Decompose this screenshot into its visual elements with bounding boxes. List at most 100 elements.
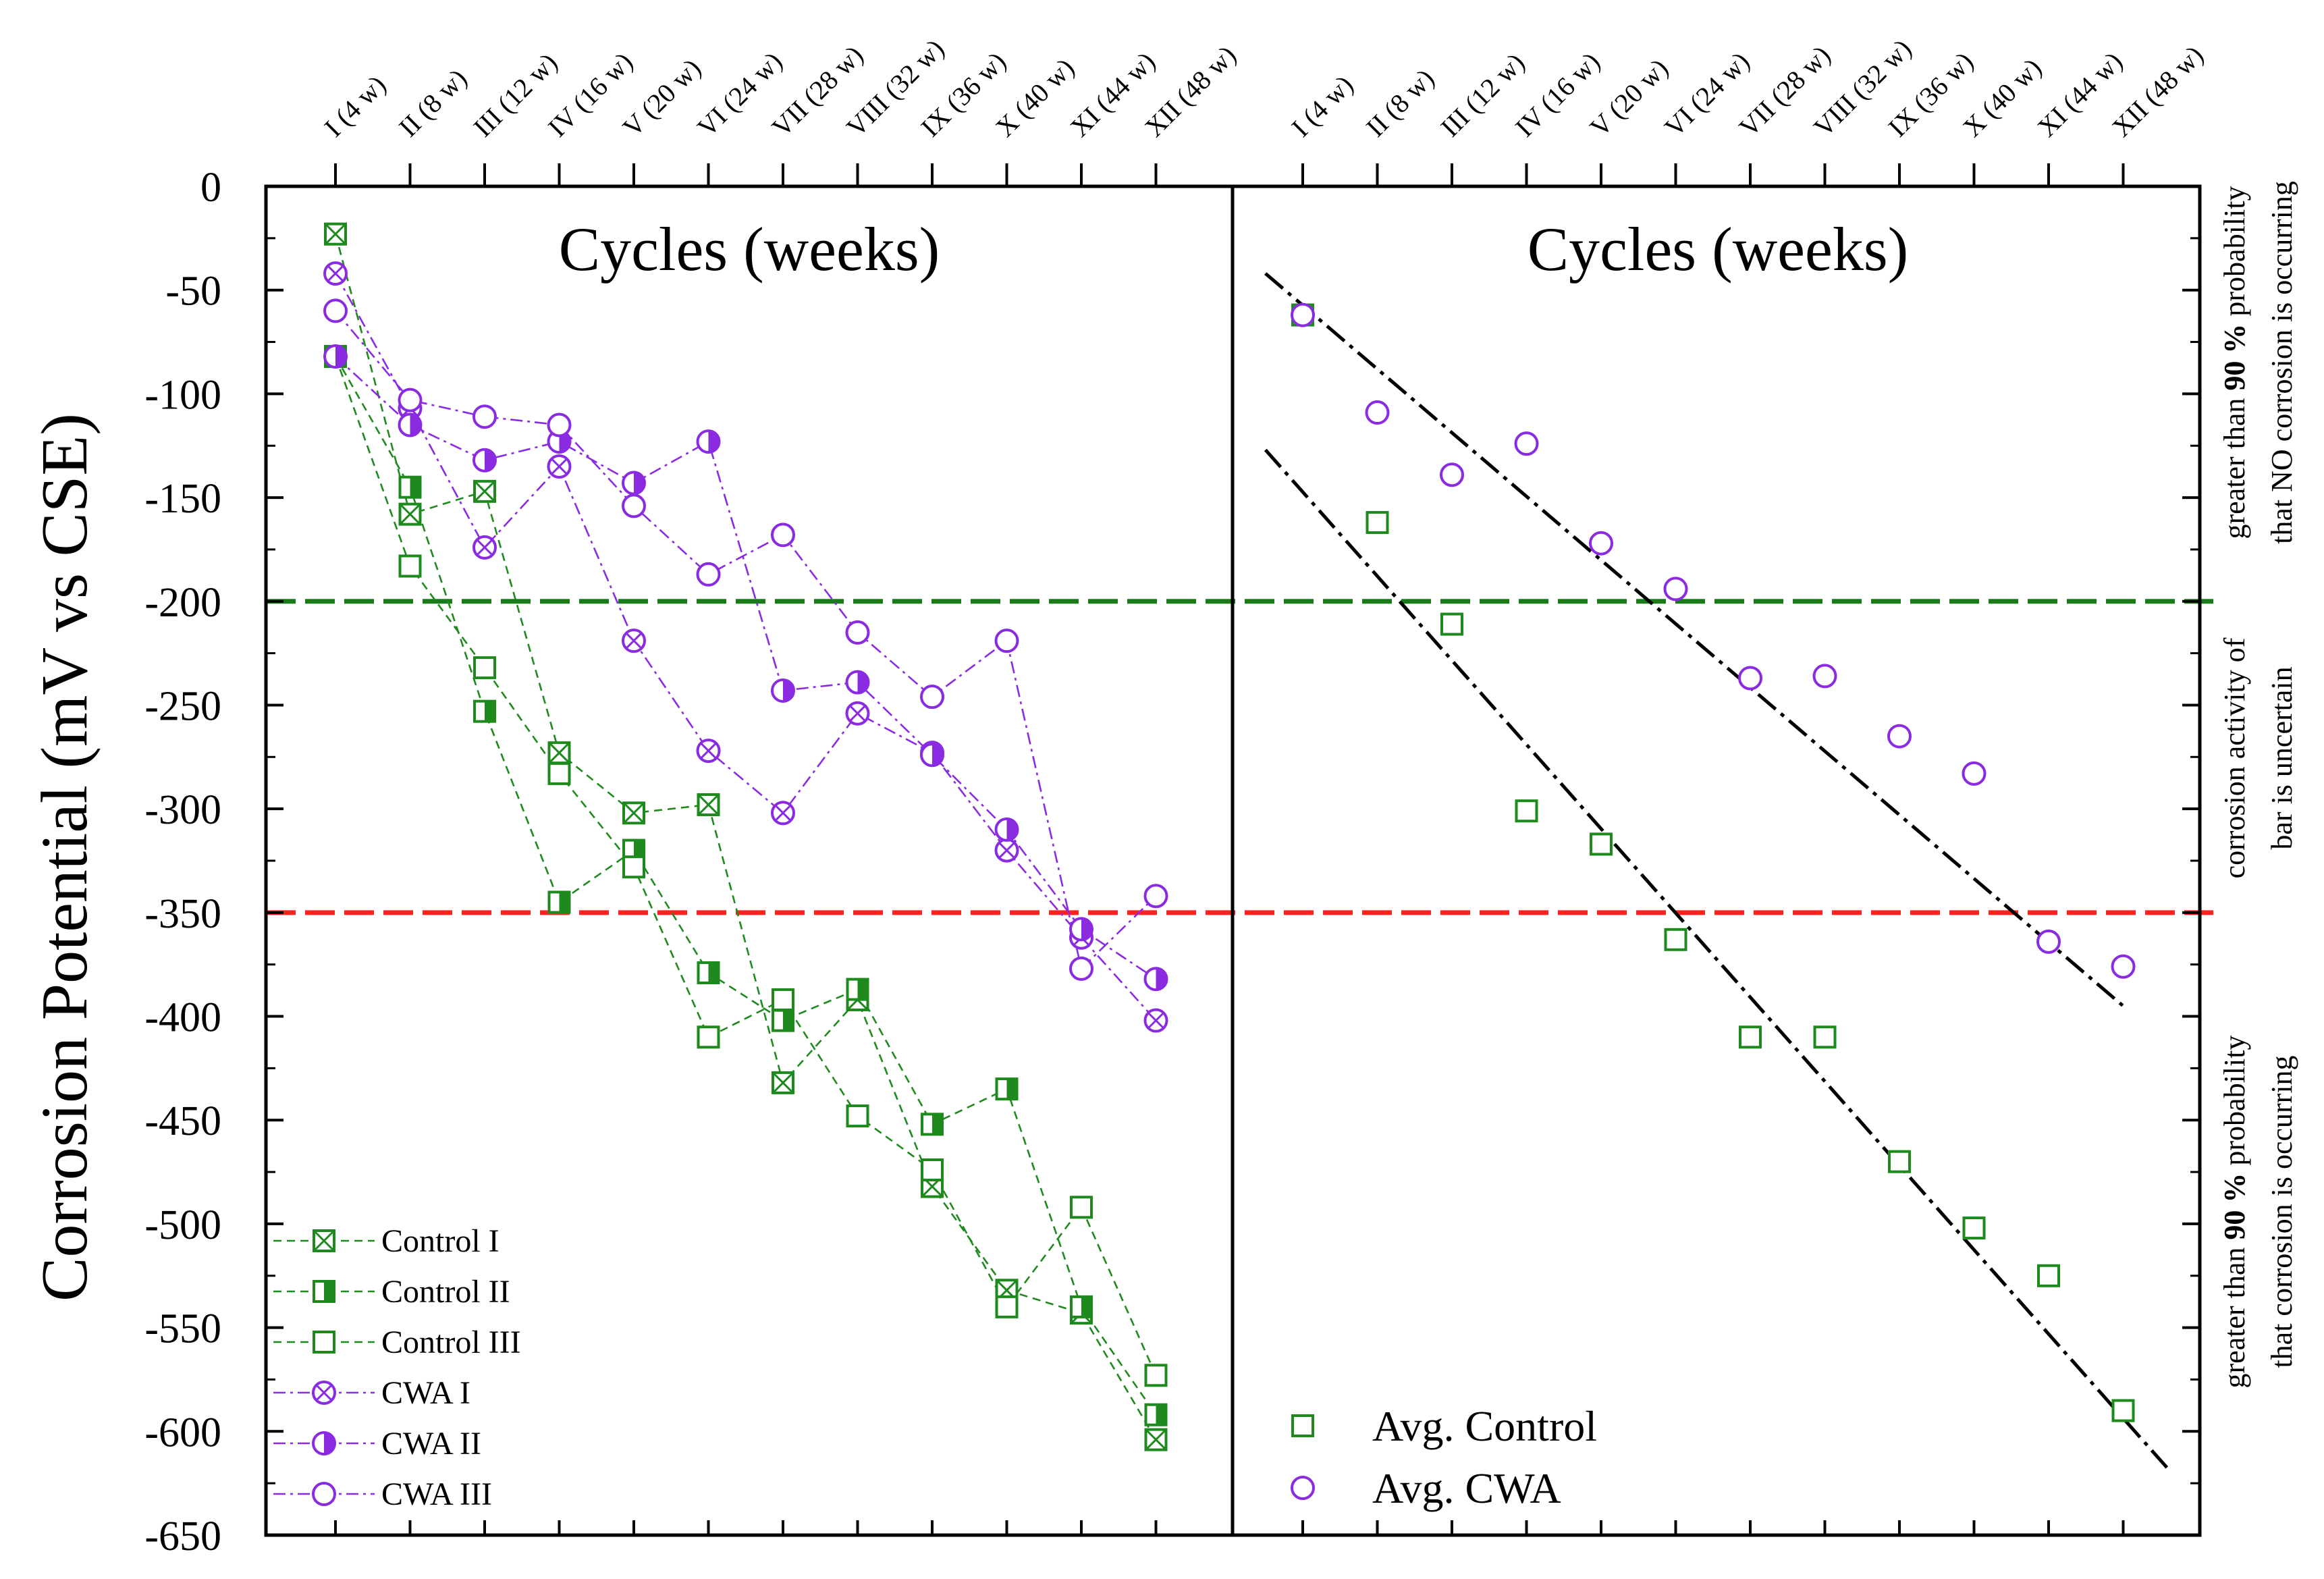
right-panel-title: Cycles (weeks) [1528, 215, 1909, 284]
point-avg-control-10 [1962, 1216, 1986, 1240]
point-avg-cwa-1 [1291, 302, 1315, 327]
legend-marker-control-ii [313, 1280, 335, 1303]
zone-middle-line-2: bar is uncertain [2265, 666, 2298, 849]
point-control-i-4 [547, 741, 571, 765]
point-cwa-iii-11 [1069, 956, 1093, 981]
point-control-iii-9 [921, 1158, 944, 1182]
marker-fill [708, 962, 719, 983]
marker-circle [771, 523, 795, 547]
series-line-control-ii [334, 356, 1157, 1416]
y-tick-label: -500 [144, 1202, 221, 1248]
point-avg-cwa-10 [1962, 761, 1987, 786]
marker-fill [1006, 818, 1018, 840]
point-cwa-ii-9 [920, 743, 944, 768]
zone-lower-line-2: that corrosion is occurring [2265, 1055, 2298, 1368]
point-avg-control-4 [1515, 799, 1538, 823]
legend-label-avg-cwa: Avg. CWA [1372, 1464, 1561, 1512]
marker-circle [1663, 577, 1688, 601]
marker-square [1962, 1216, 1986, 1240]
point-control-ii-2 [398, 475, 422, 499]
marker-cross [399, 503, 421, 525]
marker-cross [473, 480, 496, 502]
point-cwa-ii-10 [994, 817, 1019, 842]
y-tick-label: -350 [144, 891, 221, 937]
point-cwa-iii-7 [771, 523, 795, 547]
marker-fill [1156, 1404, 1166, 1425]
marker-cross [998, 842, 1015, 859]
marker-circle [1887, 724, 1912, 749]
marker-fill [1081, 918, 1092, 940]
point-avg-control-8 [1813, 1025, 1837, 1049]
marker-square [1440, 612, 1463, 636]
point-control-i-7 [772, 1071, 794, 1094]
marker-circle [547, 412, 572, 437]
marker-square [846, 1104, 869, 1128]
point-avg-control-5 [1590, 832, 1613, 856]
y-tick-label: -50 [165, 269, 221, 315]
marker-circle [845, 620, 870, 645]
point-control-iii-8 [846, 1104, 869, 1128]
legend-marker-cwa-i [312, 1381, 336, 1405]
marker-cross [324, 223, 347, 245]
marker-square [622, 855, 645, 879]
point-avg-cwa-8 [1812, 664, 1837, 689]
series-line-cwa-iii [335, 310, 1157, 971]
point-cwa-ii-5 [622, 471, 646, 496]
marker-circle [1291, 302, 1315, 327]
point-control-ii-12 [1144, 1403, 1168, 1426]
zone-lower-line-1: greater than 90 % probability [2218, 1036, 2251, 1389]
point-avg-control-3 [1440, 612, 1463, 636]
point-cwa-i-3 [472, 535, 497, 560]
point-cwa-ii-11 [1069, 917, 1093, 942]
point-cwa-iii-10 [994, 628, 1019, 653]
point-control-iii-2 [398, 554, 422, 578]
marker-circle [1440, 462, 1464, 487]
point-avg-cwa-9 [1887, 724, 1912, 749]
y-tick-label: -650 [144, 1514, 221, 1559]
point-control-ii-3 [473, 699, 496, 723]
point-control-iii-7 [772, 988, 794, 1011]
point-avg-cwa-3 [1440, 462, 1464, 487]
marker-square [1515, 799, 1538, 823]
legend-label-cwa-iii: CWA III [381, 1476, 492, 1512]
legend-label-cwa-ii: CWA II [381, 1426, 481, 1462]
marker-square [313, 1331, 335, 1354]
point-avg-control-7 [1739, 1025, 1762, 1049]
marker-fill [324, 1433, 335, 1454]
point-cwa-ii-2 [398, 412, 423, 437]
marker-cross [548, 742, 570, 764]
marker-square [1291, 1414, 1314, 1437]
marker-cross [327, 265, 344, 282]
point-cwa-i-4 [547, 454, 572, 479]
marker-circle [1143, 884, 1168, 909]
marker-fill [410, 414, 421, 436]
marker-circle [1589, 531, 1613, 556]
frame-layer [264, 163, 2202, 1537]
point-avg-cwa-6 [1663, 577, 1688, 601]
marker-circle [2036, 929, 2061, 954]
point-cwa-iii-12 [1143, 884, 1168, 909]
point-cwa-iii-9 [920, 685, 944, 710]
legend-marker-cwa-ii [312, 1431, 336, 1455]
point-avg-cwa-2 [1365, 400, 1390, 425]
y-tick-label: -250 [144, 683, 221, 729]
marker-square [1813, 1025, 1837, 1049]
marker-circle [994, 628, 1019, 653]
y-tick-label: -300 [144, 787, 221, 833]
marker-fill [783, 1010, 793, 1031]
point-cwa-i-5 [622, 628, 646, 653]
marker-circle [398, 387, 423, 412]
point-avg-cwa-5 [1589, 531, 1613, 556]
legend-label-control-ii: Control II [381, 1274, 510, 1310]
marker-cross [1145, 1428, 1167, 1451]
point-control-ii-7 [772, 1009, 794, 1032]
marker-cross [315, 1384, 333, 1401]
y-tick-label: -550 [144, 1306, 221, 1352]
point-cwa-ii-6 [696, 429, 721, 454]
marker-fill [1156, 968, 1167, 990]
trendline-2 [1264, 448, 2169, 1470]
point-cwa-i-8 [845, 701, 870, 726]
zone-upper-line-2: that NO corrosion is occurring [2265, 181, 2298, 544]
legend-marker-control-iii [313, 1331, 335, 1354]
